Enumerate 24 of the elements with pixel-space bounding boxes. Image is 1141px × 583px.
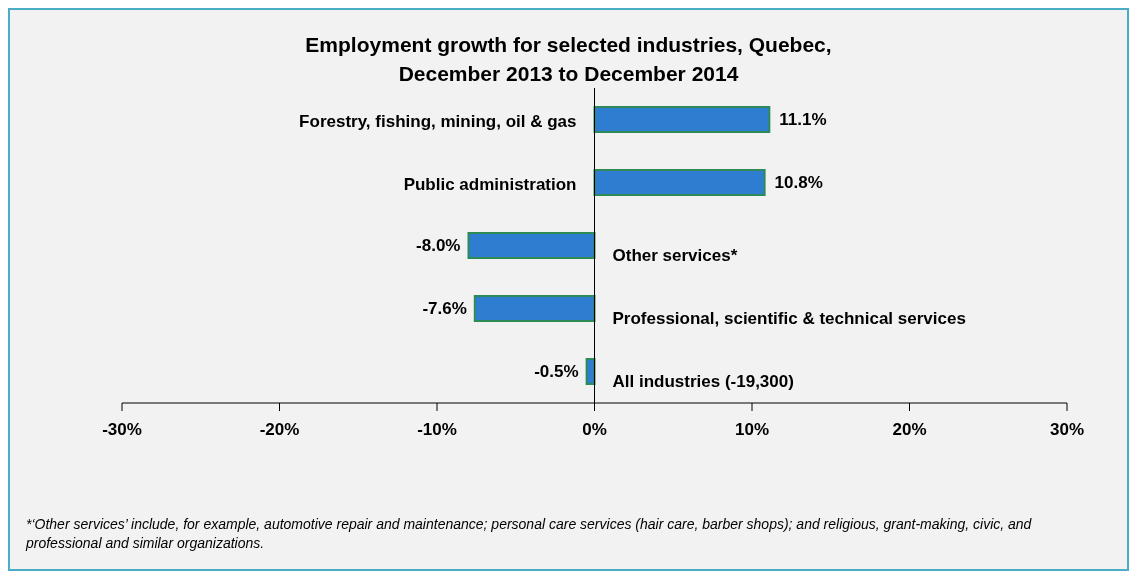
data-label: -8.0% <box>416 236 461 256</box>
x-tick-label: -30% <box>102 420 142 440</box>
x-tick-label: 20% <box>892 420 927 440</box>
x-tick-label: 30% <box>1049 420 1085 440</box>
x-tick-label: 10% <box>734 420 770 440</box>
bar <box>593 105 771 133</box>
chart-title: Employment growth for selected industries, Quebec, December 2013 to December 2014 <box>304 32 833 87</box>
data-label: 11.1% <box>779 110 827 130</box>
bar <box>585 357 596 385</box>
x-tick-label: -10% <box>417 420 457 440</box>
x-tick-label: 0% <box>582 420 607 440</box>
y-tick-label: Forestry, fishing, mining, oil & gas <box>299 112 577 132</box>
data-label: -0.5% <box>534 362 579 382</box>
data-label: -7.6% <box>422 299 467 319</box>
y-tick-label: Public administration <box>403 175 577 195</box>
x-tick-label: -20% <box>259 420 300 440</box>
bar <box>467 231 596 259</box>
data-label: 10.8% <box>774 173 823 193</box>
bar <box>593 168 766 196</box>
text: *‘Other services’ include, for example, automotive repair and maintenance; personal care services (hair care, barber shops); and religious, grant-making, civic, and professional and similar organizations. <box>26 515 1033 553</box>
y-tick-label: Other services* <box>612 246 738 266</box>
y-tick-label: Professional, scientific & technical services <box>612 309 966 329</box>
y-tick-label: All industries (-19,300) <box>612 372 794 392</box>
bar <box>473 294 596 322</box>
